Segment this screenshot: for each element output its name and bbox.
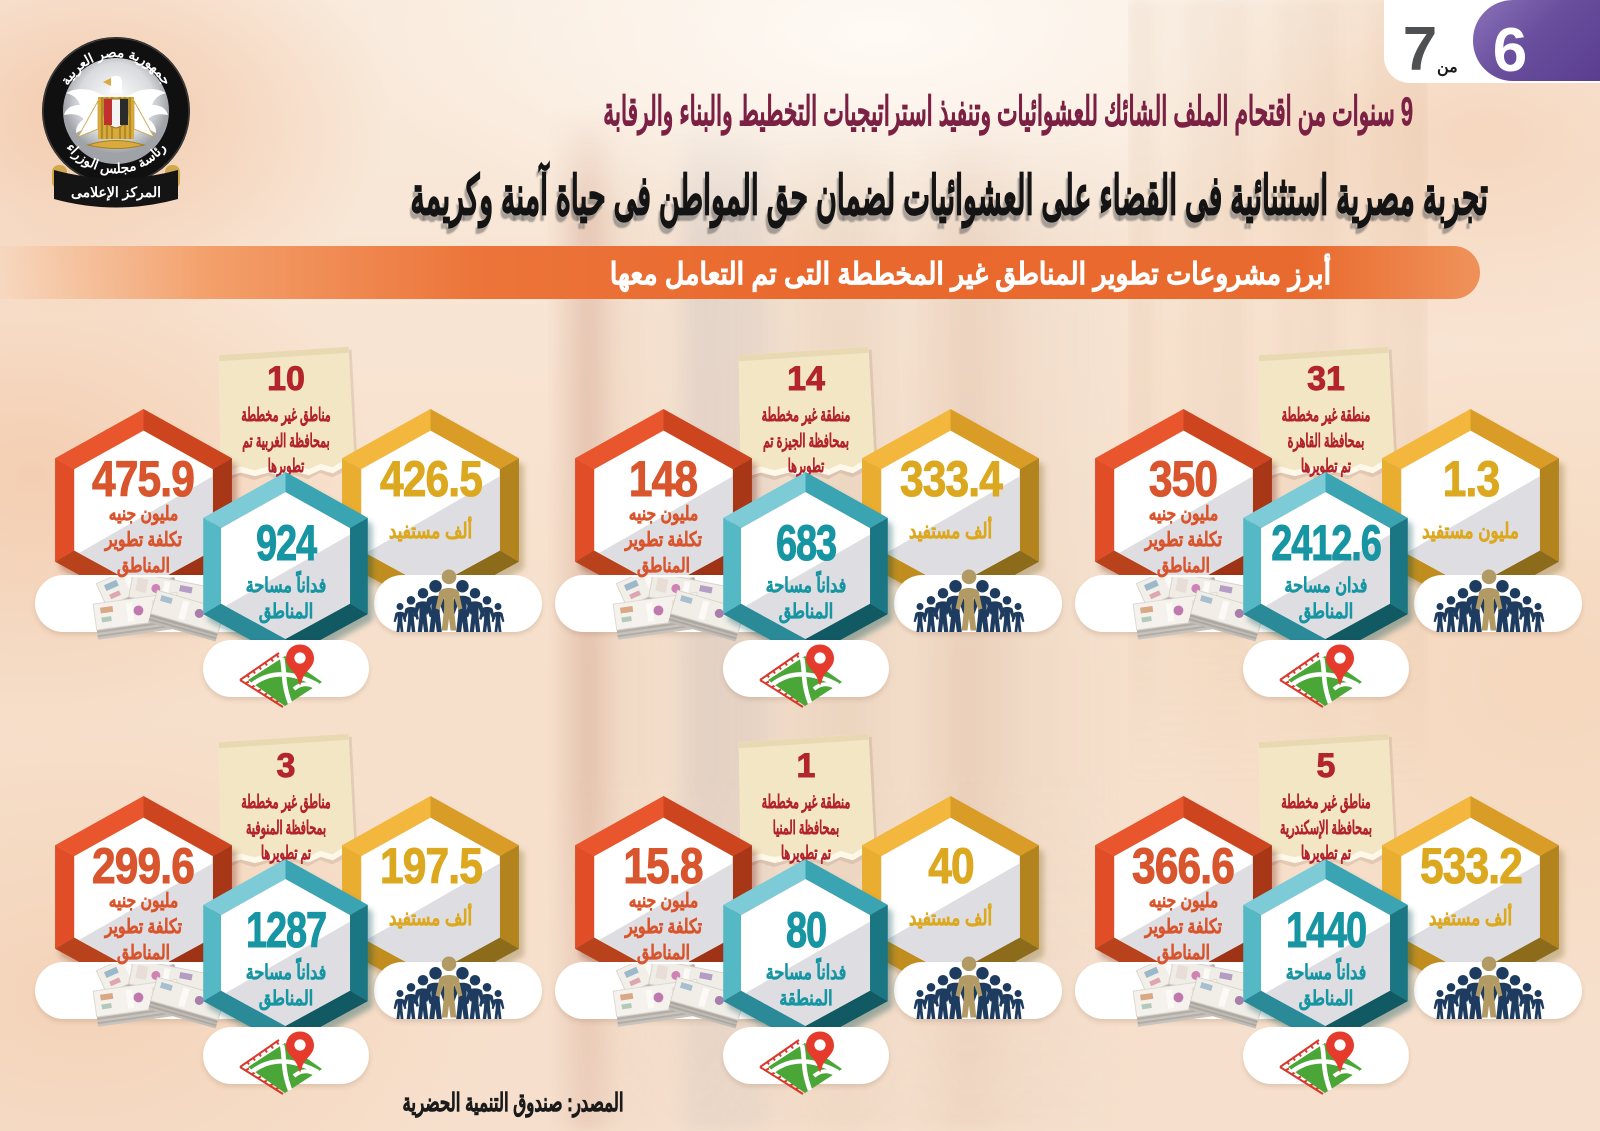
svg-text:المركز الإعلامى: المركز الإعلامى: [71, 184, 161, 202]
